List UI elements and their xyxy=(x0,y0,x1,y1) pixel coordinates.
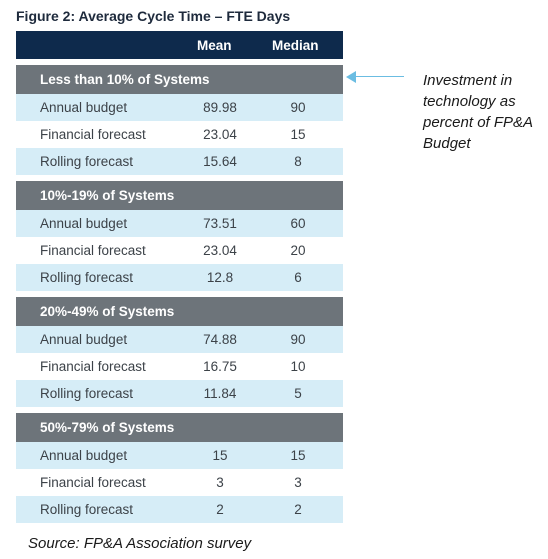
table-row: Financial forecast 23.04 15 xyxy=(16,121,343,148)
group-label: Less than 10% of Systems xyxy=(40,72,210,87)
median-value: 3 xyxy=(294,475,302,490)
annotation-text: Investment in technology as percent of F… xyxy=(423,72,533,152)
median-value: 15 xyxy=(290,448,306,463)
group-header: Less than 10% of Systems xyxy=(16,65,343,94)
mean-value: 23.04 xyxy=(203,243,237,258)
row-label: Annual budget xyxy=(40,332,128,347)
row-label: Annual budget xyxy=(40,100,128,115)
group-header: 10%-19% of Systems xyxy=(16,181,343,210)
median-value: 90 xyxy=(290,100,306,115)
row-label: Financial forecast xyxy=(40,359,146,374)
row-label: Financial forecast xyxy=(40,243,146,258)
source-note: Source: FP&A Association survey xyxy=(28,535,252,552)
row-label: Financial forecast xyxy=(40,127,146,142)
group-label: 50%-79% of Systems xyxy=(40,420,175,435)
column-header-median: Median xyxy=(272,38,319,53)
mean-value: 23.04 xyxy=(203,127,237,142)
mean-value: 73.51 xyxy=(203,216,237,231)
mean-value: 2 xyxy=(216,502,224,517)
row-label: Annual budget xyxy=(40,448,128,463)
table-row: Financial forecast 16.75 10 xyxy=(16,353,343,380)
mean-value: 15.64 xyxy=(203,154,237,169)
median-value: 20 xyxy=(290,243,306,258)
row-label: Rolling forecast xyxy=(40,154,134,169)
table-row: Annual budget 89.98 90 xyxy=(16,94,343,121)
table-row: Annual budget 74.88 90 xyxy=(16,326,343,353)
row-label: Rolling forecast xyxy=(40,386,134,401)
median-value: 15 xyxy=(290,127,306,142)
mean-value: 3 xyxy=(216,475,224,490)
median-value: 5 xyxy=(294,386,302,401)
group-label: 10%-19% of Systems xyxy=(40,188,175,203)
median-value: 2 xyxy=(294,502,302,517)
median-value: 6 xyxy=(294,270,302,285)
table-row: Rolling forecast 2 2 xyxy=(16,496,343,523)
median-value: 10 xyxy=(290,359,306,374)
annotation-arrow-line xyxy=(348,76,404,77)
mean-value: 16.75 xyxy=(203,359,237,374)
median-value: 60 xyxy=(290,216,306,231)
group-header: 20%-49% of Systems xyxy=(16,297,343,326)
median-value: 90 xyxy=(290,332,306,347)
mean-value: 12.8 xyxy=(206,270,234,285)
group-label: 20%-49% of Systems xyxy=(40,304,175,319)
table-row: Financial forecast 23.04 20 xyxy=(16,237,343,264)
row-label: Annual budget xyxy=(40,216,128,231)
row-label: Rolling forecast xyxy=(40,270,134,285)
mean-value: 11.84 xyxy=(203,386,237,401)
table-row: Annual budget 15 15 xyxy=(16,442,343,469)
mean-value: 89.98 xyxy=(203,100,237,115)
mean-value: 74.88 xyxy=(203,332,237,347)
table-row: Rolling forecast 15.64 8 xyxy=(16,148,343,175)
column-header-mean: Mean xyxy=(197,38,232,53)
arrow-left-icon xyxy=(346,71,356,83)
table-row: Annual budget 73.51 60 xyxy=(16,210,343,237)
table-row: Financial forecast 3 3 xyxy=(16,469,343,496)
table-header: Mean Median xyxy=(16,31,343,59)
figure-title: Figure 2: Average Cycle Time – FTE Days xyxy=(16,8,291,24)
row-label: Financial forecast xyxy=(40,475,146,490)
cycle-time-table: Mean Median Less than 10% of Systems Ann… xyxy=(16,31,343,523)
group-header: 50%-79% of Systems xyxy=(16,413,343,442)
median-value: 8 xyxy=(294,154,302,169)
mean-value: 15 xyxy=(212,448,228,463)
table-row: Rolling forecast 11.84 5 xyxy=(16,380,343,407)
row-label: Rolling forecast xyxy=(40,502,134,517)
table-row: Rolling forecast 12.8 6 xyxy=(16,264,343,291)
